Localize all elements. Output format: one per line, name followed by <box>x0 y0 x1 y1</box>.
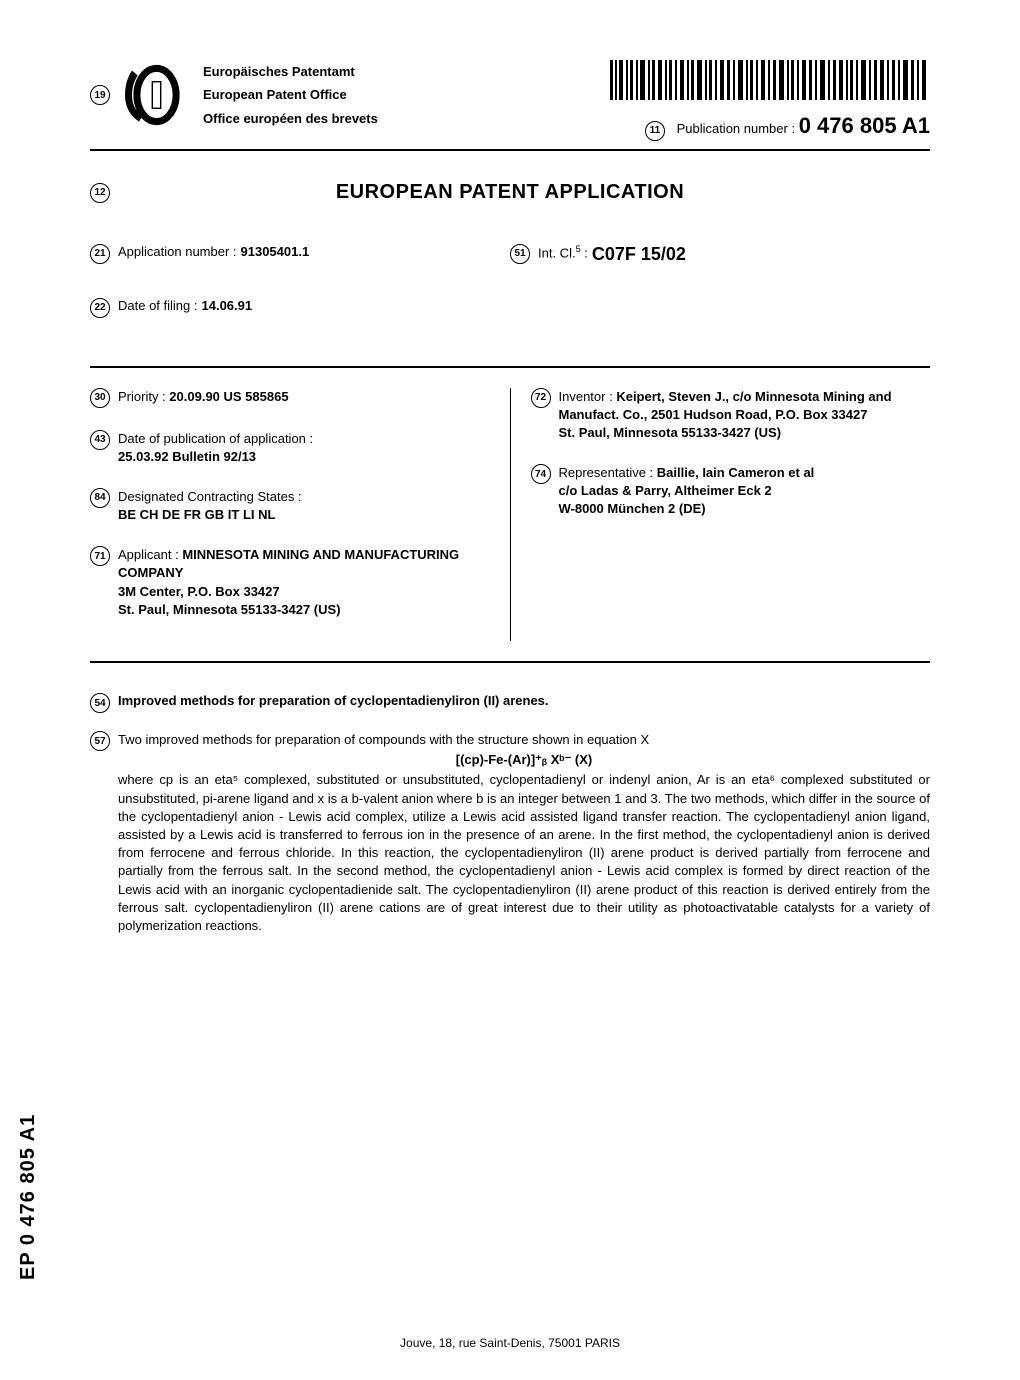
filing-code: 22 <box>90 298 110 318</box>
office-name-en: European Patent Office <box>203 83 378 106</box>
side-reference: EP 0 476 805 A1 <box>17 1114 40 1280</box>
document-title: EUROPEAN PATENT APPLICATION <box>336 181 684 203</box>
app-num-value: 91305401.1 <box>241 244 310 259</box>
office-name-de: Europäisches Patentamt <box>203 60 378 83</box>
biblio-right-column: 72 Inventor : Keipert, Steven J., c/o Mi… <box>511 388 931 642</box>
pubdate-code: 43 <box>90 430 110 450</box>
abstract-body-row: 57 Two improved methods for preparation … <box>90 731 930 935</box>
states-label: Designated Contracting States : <box>118 488 302 506</box>
priority-code: 30 <box>90 388 110 408</box>
barcode-block: 11 Publication number : 0 476 805 A1 <box>510 60 930 141</box>
rep-label: Representative : <box>559 465 654 480</box>
pubdate-label: Date of publication of application : <box>118 430 313 448</box>
priority-value: 20.09.90 US 585865 <box>169 389 288 404</box>
pub-number-value: 0 476 805 A1 <box>799 113 930 138</box>
abstract-title-code: 54 <box>90 693 110 713</box>
epo-logo-icon <box>118 60 188 130</box>
office-name-fr: Office européen des brevets <box>203 107 378 130</box>
filing-value: 14.06.91 <box>202 298 253 313</box>
applicant-field: 71 Applicant : MINNESOTA MINING AND MANU… <box>90 546 490 619</box>
abstract-title-row: 54 Improved methods for preparation of c… <box>90 693 930 713</box>
intcl-label: Int. Cl.5 : <box>538 244 588 260</box>
title-row: 12 EUROPEAN PATENT APPLICATION <box>90 181 930 204</box>
priority-label: Priority : <box>118 389 166 404</box>
inventor-code: 72 <box>531 388 551 408</box>
logo-block: 19 Europäisches Patentamt European Paten… <box>90 60 510 130</box>
pubdate-value: 25.03.92 Bulletin 92/13 <box>118 448 313 466</box>
application-number-field: 21 Application number : 91305401.1 <box>90 244 510 264</box>
inventor-label: Inventor : <box>559 389 613 404</box>
rep-addr2: W-8000 München 2 (DE) <box>559 500 815 518</box>
filing-label: Date of filing : <box>118 298 198 313</box>
inventor-addr2: St. Paul, Minnesota 55133-3427 (US) <box>559 424 892 442</box>
abstract-body-text: where cp is an eta⁵ complexed, substitut… <box>118 772 930 933</box>
states-code: 84 <box>90 488 110 508</box>
applicant-addr2: St. Paul, Minnesota 55133-3427 (US) <box>118 601 490 619</box>
pub-num-code: 11 <box>645 121 665 141</box>
abstract-formula: [(cp)-Fe-(Ar)]⁺ᵦ Xᵇ⁻ (X) <box>118 751 930 769</box>
priority-field: 30 Priority : 20.09.90 US 585865 <box>90 388 490 408</box>
app-num-label: Application number : <box>118 244 237 259</box>
abstract-body-code: 57 <box>90 731 110 751</box>
applicant-label: Applicant : <box>118 547 179 562</box>
bibliographic-data: 30 Priority : 20.09.90 US 585865 43 Date… <box>90 366 930 664</box>
pub-label: Publication number : <box>677 121 796 136</box>
pubdate-field: 43 Date of publication of application : … <box>90 430 490 466</box>
abstract-text: Two improved methods for preparation of … <box>118 731 930 935</box>
inventor-name: Keipert, Steven J., c/o Minnesota Mining… <box>616 389 891 404</box>
states-field: 84 Designated Contracting States : BE CH… <box>90 488 490 524</box>
biblio-left-column: 30 Priority : 20.09.90 US 585865 43 Date… <box>90 388 511 642</box>
header: 19 Europäisches Patentamt European Paten… <box>90 60 930 151</box>
intcl-code: 51 <box>510 244 530 264</box>
publication-number: 11 Publication number : 0 476 805 A1 <box>510 113 930 141</box>
applicant-addr1: 3M Center, P.O. Box 33427 <box>118 583 490 601</box>
footer: Jouve, 18, rue Saint-Denis, 75001 PARIS <box>0 1336 1020 1350</box>
title-code: 12 <box>90 183 110 203</box>
rep-addr1: c/o Ladas & Parry, Altheimer Eck 2 <box>559 482 815 500</box>
int-cl-field: 51 Int. Cl.5 : C07F 15/02 <box>510 244 930 265</box>
barcode-icon <box>610 60 930 100</box>
filing-date-field: 22 Date of filing : 14.06.91 <box>90 298 930 318</box>
office-names: Europäisches Patentamt European Patent O… <box>203 60 378 130</box>
rep-code: 74 <box>531 464 551 484</box>
abstract-intro: Two improved methods for preparation of … <box>118 732 649 747</box>
inventor-addr1: Manufact. Co., 2501 Hudson Road, P.O. Bo… <box>559 406 892 424</box>
applicant-code: 71 <box>90 546 110 566</box>
inventor-field: 72 Inventor : Keipert, Steven J., c/o Mi… <box>531 388 931 443</box>
intcl-value: C07F 15/02 <box>592 244 686 265</box>
abstract-title: Improved methods for preparation of cycl… <box>118 693 549 708</box>
app-num-code: 21 <box>90 244 110 264</box>
representative-field: 74 Representative : Baillie, Iain Camero… <box>531 464 931 519</box>
states-value: BE CH DE FR GB IT LI NL <box>118 506 302 524</box>
office-code: 19 <box>90 85 110 105</box>
rep-name: Baillie, Iain Cameron et al <box>657 465 815 480</box>
application-info: 21 Application number : 91305401.1 51 In… <box>90 244 930 336</box>
